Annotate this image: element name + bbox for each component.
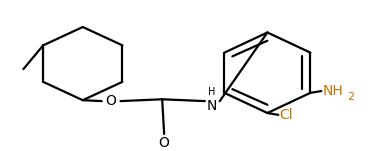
Text: H: H <box>208 87 216 97</box>
Text: Cl: Cl <box>279 108 293 122</box>
Text: 2: 2 <box>347 92 354 102</box>
Text: N: N <box>207 99 217 113</box>
Text: O: O <box>159 136 170 150</box>
Text: O: O <box>105 94 116 108</box>
Text: NH: NH <box>322 84 343 98</box>
